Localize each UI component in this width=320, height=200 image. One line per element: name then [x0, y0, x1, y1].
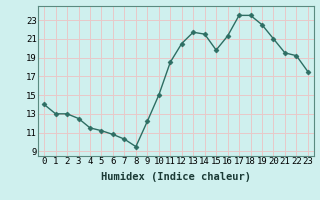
X-axis label: Humidex (Indice chaleur): Humidex (Indice chaleur)	[101, 172, 251, 182]
